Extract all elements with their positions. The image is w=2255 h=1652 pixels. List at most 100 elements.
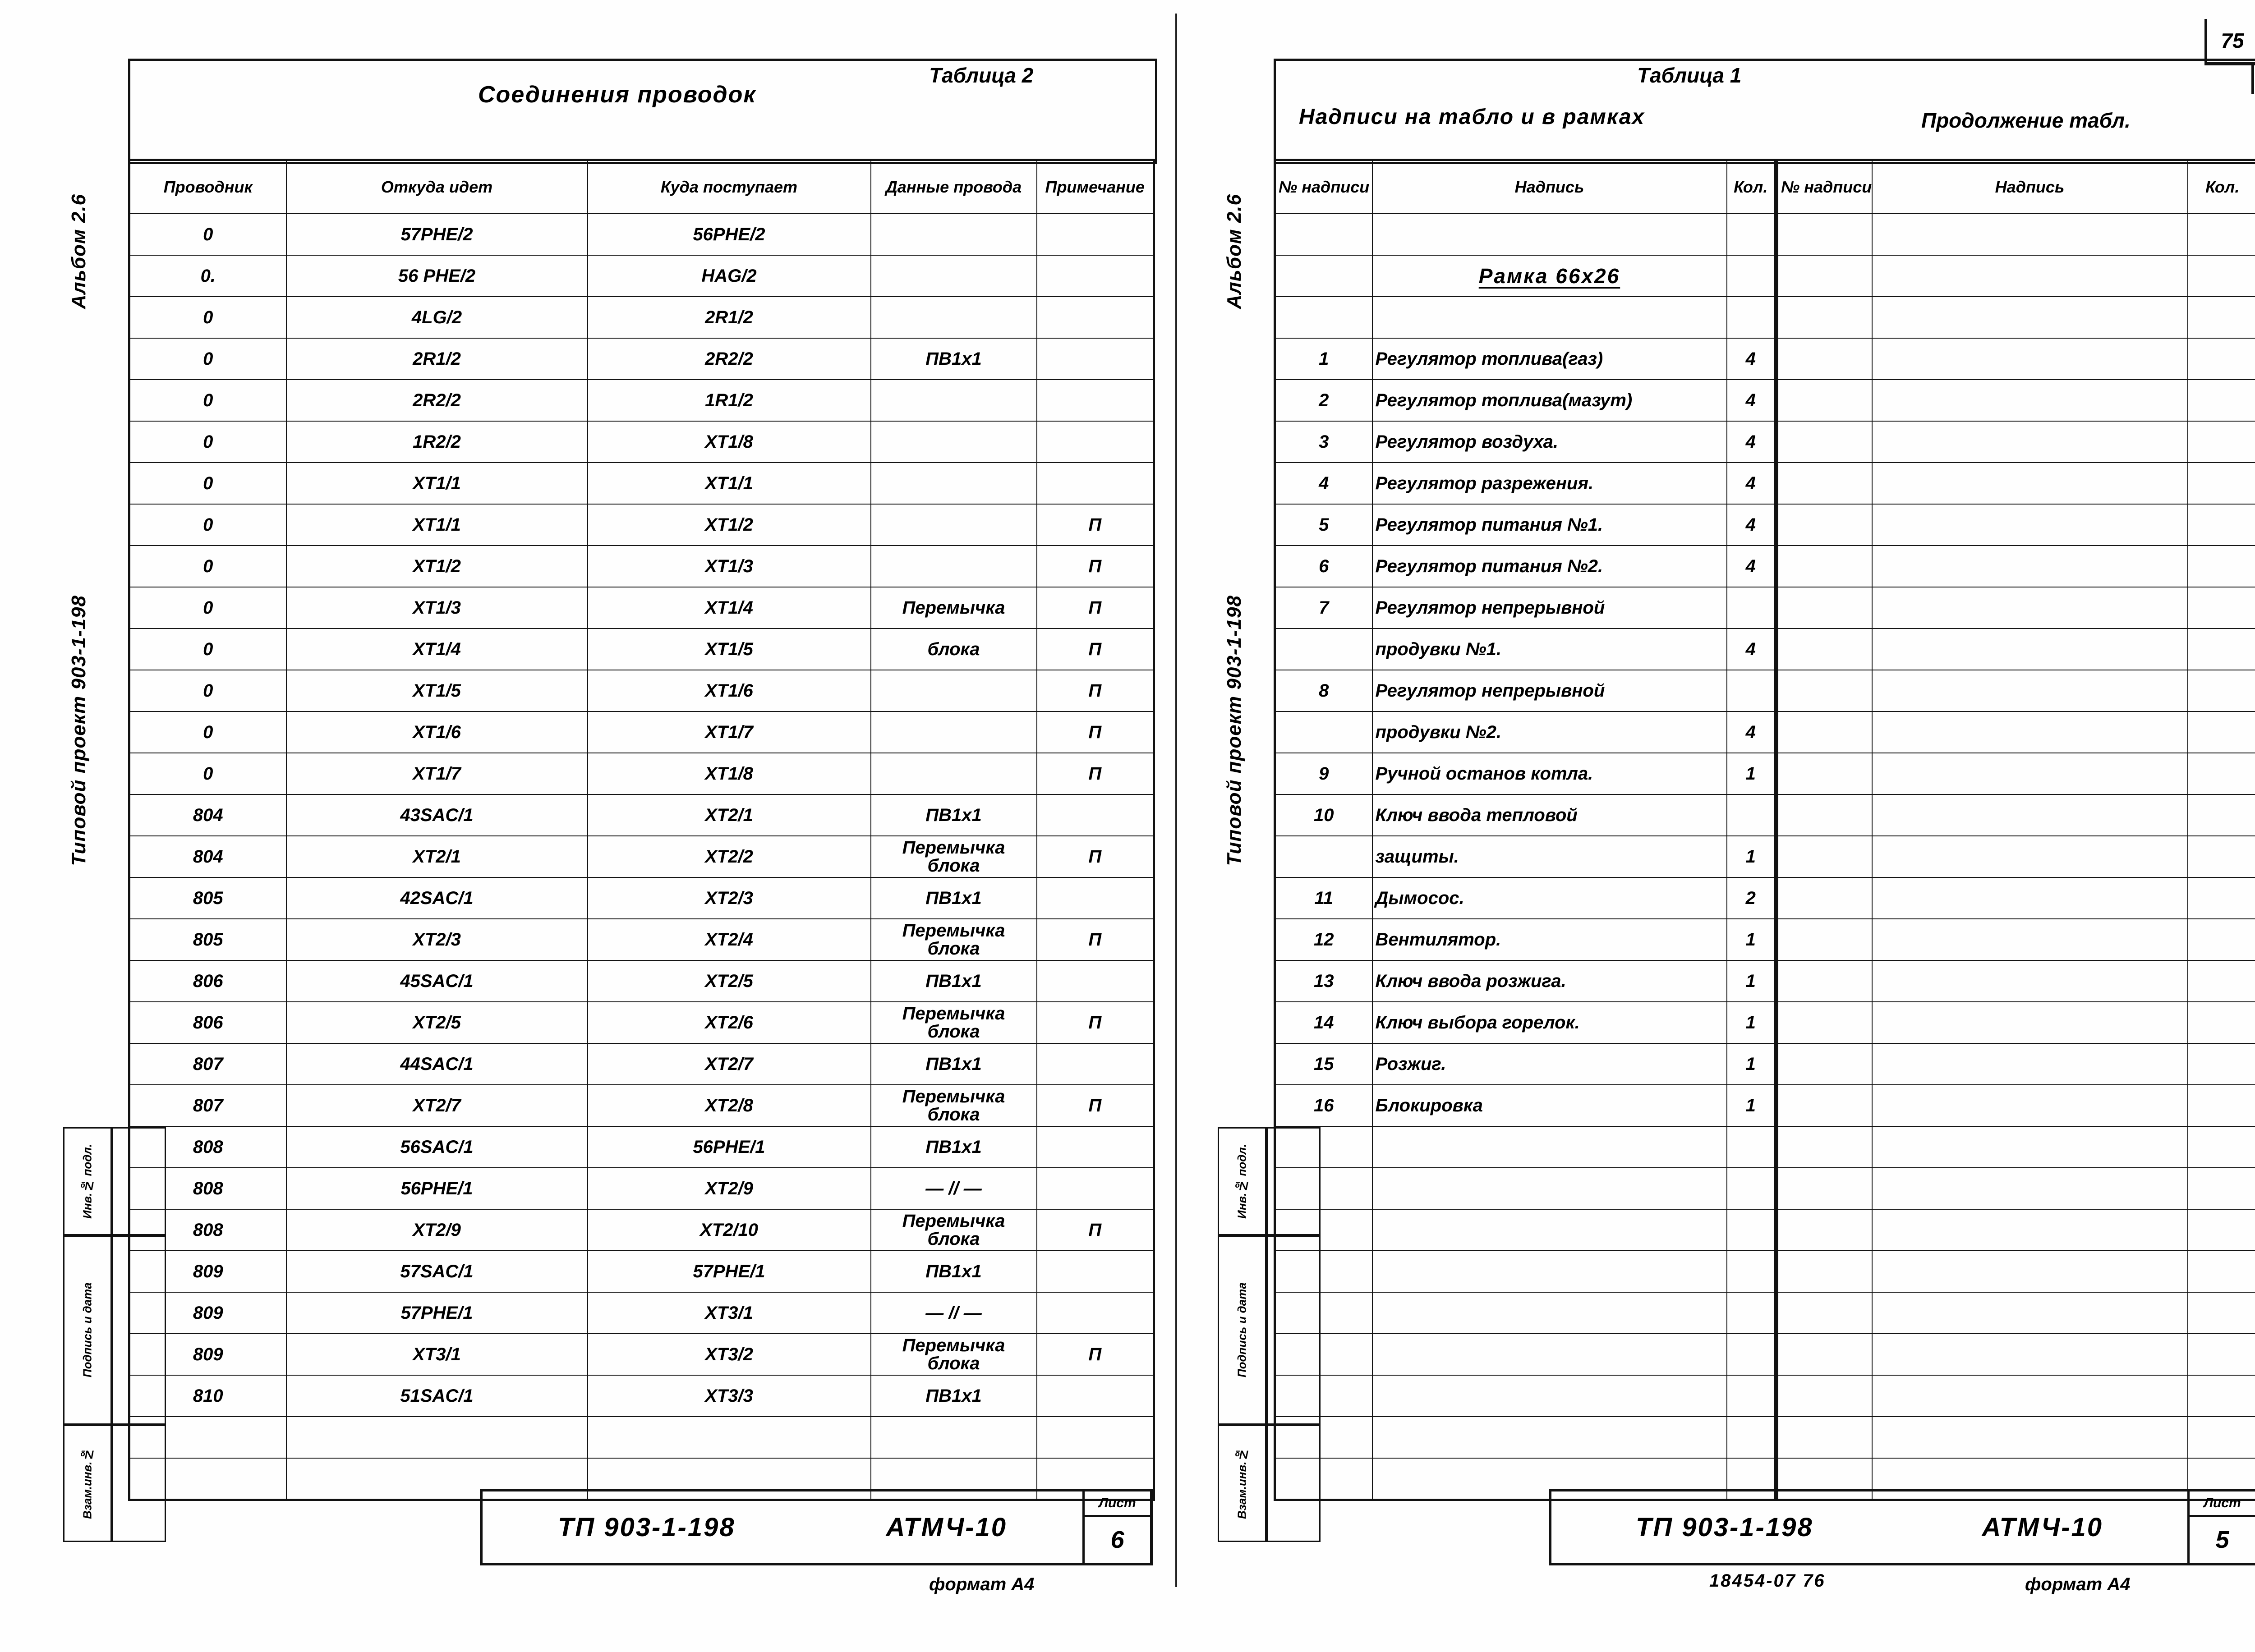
cell-conductor: 807 (129, 1084, 287, 1127)
right-table-number: Таблица 1 (1637, 64, 1742, 87)
cell-inscription-no: 14 (1274, 1001, 1373, 1044)
left-table-header-row: Проводник Откуда идет Куда поступает Дан… (129, 159, 1155, 214)
col-header-note: Примечание (1036, 159, 1155, 214)
cell-empty (1776, 1416, 1873, 1459)
cell-empty (1871, 1001, 2188, 1044)
cell-inscription-no: 12 (1274, 918, 1373, 961)
table-row-empty (1776, 918, 2255, 961)
cell-inscription-no (1274, 628, 1373, 670)
cell-from: XT1/1 (285, 462, 588, 505)
cell-to: XT2/2 (587, 835, 871, 878)
cell-note (1036, 1043, 1155, 1085)
cell-to: XT3/1 (587, 1292, 871, 1334)
cell-inscription-no: 10 (1274, 794, 1373, 836)
cell-empty (1776, 877, 1873, 919)
cell-empty (2187, 255, 2255, 297)
cell-empty (2187, 794, 2255, 836)
table-row-empty (1776, 1126, 2255, 1168)
cell-conductor: 0 (129, 462, 287, 505)
cell-empty (1776, 835, 1873, 878)
cell-to: XT2/1 (587, 794, 871, 836)
cell-inscription-no (1274, 1292, 1373, 1334)
table-row: 3 Регулятор воздуха. 4 (1274, 421, 1776, 463)
cell-conductor: 0 (129, 504, 287, 546)
cell-empty (1776, 1126, 1873, 1168)
cell-empty (1871, 960, 2188, 1002)
cell-note (1036, 1375, 1155, 1417)
cell-from: 45SAC/1 (285, 960, 588, 1002)
table-row: 0 4LG/2 2R1/2 (129, 296, 1155, 339)
cell-wire-data: ПВ1х1 (870, 794, 1037, 836)
table-row-empty (1776, 1084, 2255, 1127)
cell-wire-data (870, 462, 1037, 505)
cell-empty (2187, 628, 2255, 670)
cell-wire-data: Перемычка блока (870, 1209, 1037, 1251)
cell-from: XT1/7 (285, 753, 588, 795)
cell-inscription-qty (1726, 1167, 1776, 1210)
cell-inscription-text: Ключ ввода розжига. (1371, 960, 1727, 1002)
left-title-block: ТП 903-1-198 АТМЧ-10 Лист 6 (480, 1489, 1153, 1565)
table-row: 806 XT2/5 XT2/6 Перемычка блока П (129, 1001, 1155, 1044)
cell-conductor: 0 (129, 421, 287, 463)
cell-from: 51SAC/1 (285, 1375, 588, 1417)
cell-to: XT1/8 (587, 753, 871, 795)
cell-empty (1776, 255, 1873, 297)
cell-wire-data (870, 421, 1037, 463)
cell-inscription-qty: 1 (1726, 1001, 1776, 1044)
cell-from: 4LG/2 (285, 296, 588, 339)
cell-from: XT2/5 (285, 1001, 588, 1044)
col-header-conductor: Проводник (129, 159, 287, 214)
cell-empty (2187, 587, 2255, 629)
cell-to: XT1/2 (587, 504, 871, 546)
cell-empty (2187, 1001, 2255, 1044)
cell-note (1036, 960, 1155, 1002)
cell-inscription-text: Ключ ввода тепловой (1371, 794, 1727, 836)
cell-inscription-text: Блокировка (1371, 1084, 1727, 1127)
table-row: 0 XT1/2 XT1/3 П (129, 545, 1155, 587)
left-album-label: Альбом 2.6 (68, 194, 90, 309)
cell-from: 57SAC/1 (285, 1250, 588, 1293)
cell-to: XT1/7 (587, 711, 871, 753)
cell-inscription-qty: 4 (1726, 711, 1776, 753)
cell-conductor: 0 (129, 545, 287, 587)
cell-inscription-qty: 4 (1726, 421, 1776, 463)
cell-empty (1776, 1458, 1873, 1500)
cell-inscription-text: Ключ выбора горелок. (1371, 1001, 1727, 1044)
cell-conductor: 805 (129, 918, 287, 961)
page-number-tick (2251, 62, 2254, 94)
cell-conductor: 805 (129, 877, 287, 919)
cell-inscription-qty: 4 (1726, 628, 1776, 670)
table-row: 15 Розжиг. 1 (1274, 1043, 1776, 1085)
cell-conductor: 0 (129, 213, 287, 256)
table-row: 0 XT1/4 XT1/5 блока П (129, 628, 1155, 670)
cell-to: XT3/3 (587, 1375, 871, 1417)
table-row-empty (1776, 255, 2255, 297)
left-stamp-vzam: Взам.инв.№ (63, 1425, 112, 1542)
cell-inscription-text: Регулятор топлива(газ) (1371, 338, 1727, 380)
cell-inscription-text: Регулятор непрерывной (1371, 670, 1727, 712)
cell-empty (1776, 628, 1873, 670)
cell-inscription-no (1274, 1458, 1373, 1500)
table-row: 0 2R2/2 1R1/2 (129, 379, 1155, 422)
cell-from: 2R1/2 (285, 338, 588, 380)
cell-inscription-qty: 1 (1726, 1043, 1776, 1085)
cell-inscription-qty (1726, 670, 1776, 712)
cell-from: 56PHE/1 (285, 1167, 588, 1210)
cell-empty (1776, 587, 1873, 629)
cell-empty (1776, 504, 1873, 546)
cell-inscription-qty (1726, 255, 1776, 297)
right-album-label: Альбом 2.6 (1223, 194, 1245, 309)
cell-empty (1871, 213, 2188, 256)
cell-inscription-qty (1726, 296, 1776, 339)
cell-empty (1776, 213, 1873, 256)
left-stamp-inv: Инв.№ подл. (63, 1127, 112, 1235)
archive-number: 18454-07 76 (1709, 1571, 1826, 1591)
cell-inscription-qty (1726, 1416, 1776, 1459)
table-row-empty (1776, 835, 2255, 878)
table-row: 804 43SAC/1 XT2/1 ПВ1х1 (129, 794, 1155, 836)
table-row-empty (1776, 1375, 2255, 1417)
right-stamp-sign: Подпись и дата (1218, 1235, 1266, 1425)
table-row: 0 XT1/1 XT1/1 (129, 462, 1155, 505)
cell-empty (2187, 379, 2255, 422)
cell-empty (2187, 338, 2255, 380)
